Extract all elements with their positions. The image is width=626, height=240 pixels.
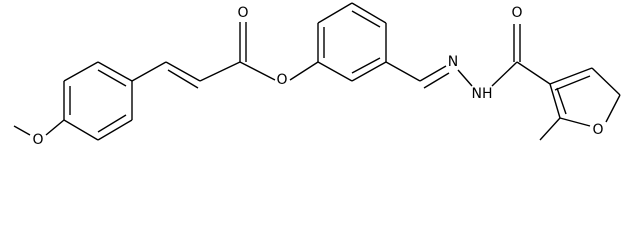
atom-label: O (276, 72, 287, 88)
atom-label: N (448, 54, 458, 70)
atom-label: O (237, 5, 248, 21)
atom-label: O (511, 5, 522, 21)
atom-label: O (32, 132, 43, 148)
bonds (13, 2, 621, 141)
atom-label: O (592, 122, 603, 138)
atom-label: NH (472, 86, 493, 102)
molecule: O O O N NH O O (13, 2, 621, 148)
